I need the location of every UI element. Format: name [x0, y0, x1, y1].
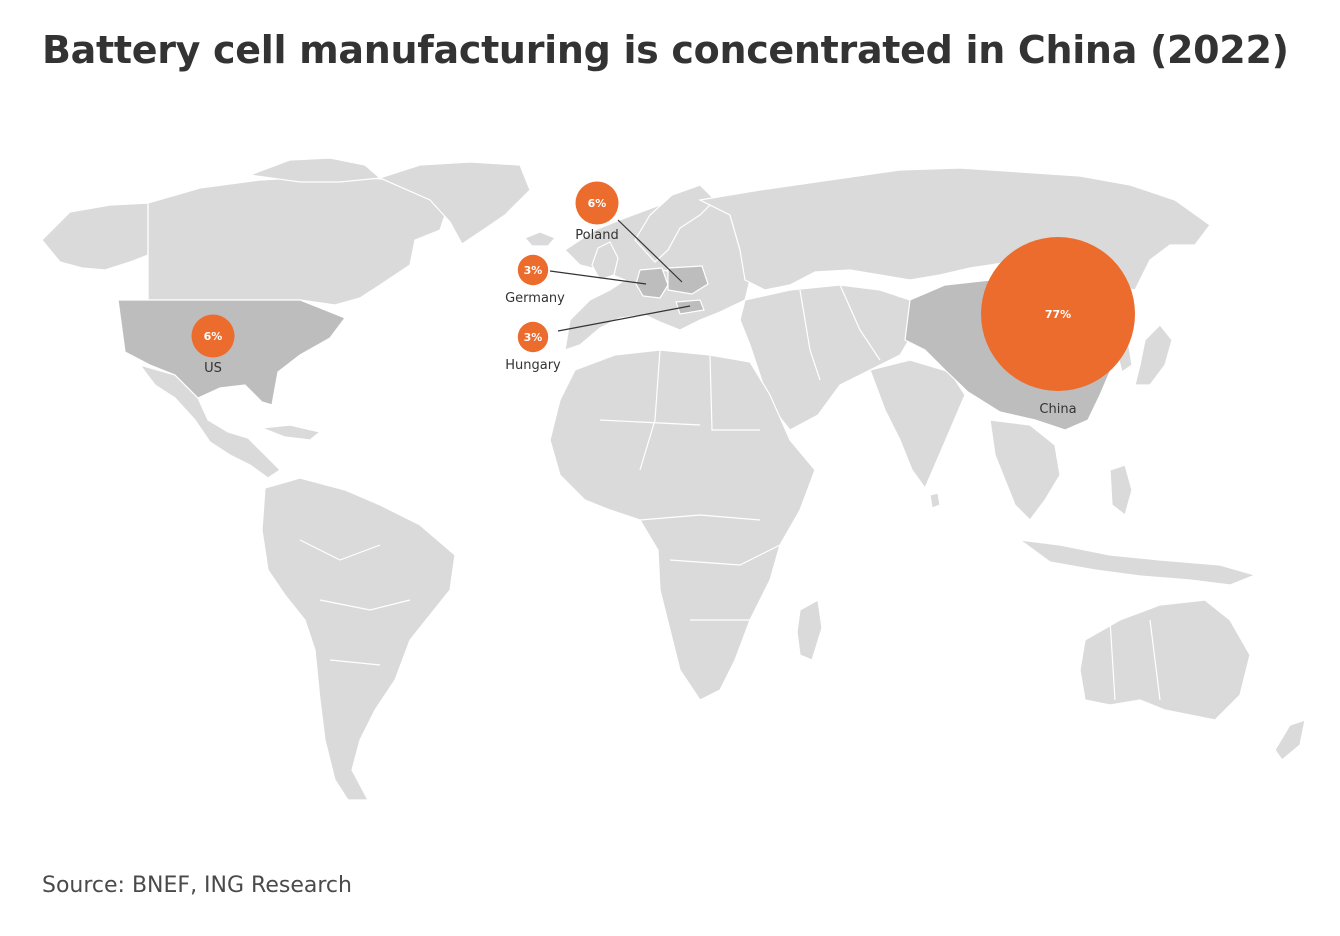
bubble-poland-circle — [575, 181, 619, 225]
bubble-china: 77% China — [981, 237, 1135, 417]
bubble-hungary: 3% Hungary — [505, 321, 561, 373]
label-china: China — [1039, 402, 1076, 417]
bubble-germany-circle — [517, 254, 549, 286]
scandinavia-shape — [634, 184, 716, 263]
new-zealand-shape — [1274, 719, 1306, 761]
label-poland: Poland — [575, 228, 618, 243]
us-region — [117, 299, 346, 406]
hungary-region — [675, 299, 705, 315]
middle-east-shape — [739, 284, 916, 431]
iceland-shape — [523, 231, 557, 247]
southeast-asia-shape — [989, 419, 1061, 521]
bubble-us-circle — [191, 314, 235, 358]
greenland-shape — [378, 161, 531, 245]
poland-region — [667, 265, 709, 295]
source-note: Source: BNEF, ING Research — [42, 873, 352, 898]
hungary-leader — [557, 305, 691, 332]
sri-lanka-shape — [929, 492, 941, 509]
uk-shape — [591, 241, 619, 281]
canada-shape — [147, 175, 451, 306]
label-hungary: Hungary — [505, 358, 561, 373]
germany-region — [635, 267, 669, 299]
bubble-poland-value: 6% — [588, 197, 607, 210]
leader-lines — [549, 219, 691, 332]
australia-shape — [1079, 599, 1251, 721]
japan-shape — [1134, 324, 1173, 386]
bubble-hungary-value: 3% — [524, 331, 543, 344]
poland-leader — [617, 219, 683, 283]
country-borders — [147, 205, 1161, 701]
alaska-shape — [41, 202, 151, 271]
india-shape — [869, 359, 966, 490]
arctic-islands-shape — [249, 157, 382, 183]
africa-shape — [549, 349, 816, 701]
bubble-hungary-circle — [517, 321, 549, 353]
germany-leader — [549, 270, 647, 285]
bubble-us-value: 6% — [204, 330, 223, 343]
land-masses — [41, 157, 1306, 801]
indonesia-shape — [1017, 539, 1257, 586]
page-title: Battery cell manufacturing is concentrat… — [42, 28, 1289, 72]
bubble-us: 6% US — [191, 314, 235, 376]
label-germany: Germany — [505, 291, 565, 306]
russia-shape — [698, 167, 1211, 291]
bubble-china-value: 77% — [1045, 308, 1071, 321]
madagascar-shape — [796, 599, 823, 661]
bubble-germany: 3% Germany — [505, 254, 565, 306]
label-us: US — [204, 361, 222, 376]
caribbean-shape — [261, 424, 322, 441]
bubble-germany-value: 3% — [524, 264, 543, 277]
south-america-shape — [261, 477, 456, 801]
bubble-poland: 6% Poland — [575, 181, 619, 243]
philippines-shape — [1109, 464, 1133, 517]
bubble-china-circle — [981, 237, 1135, 391]
mexico-shape — [138, 363, 281, 479]
